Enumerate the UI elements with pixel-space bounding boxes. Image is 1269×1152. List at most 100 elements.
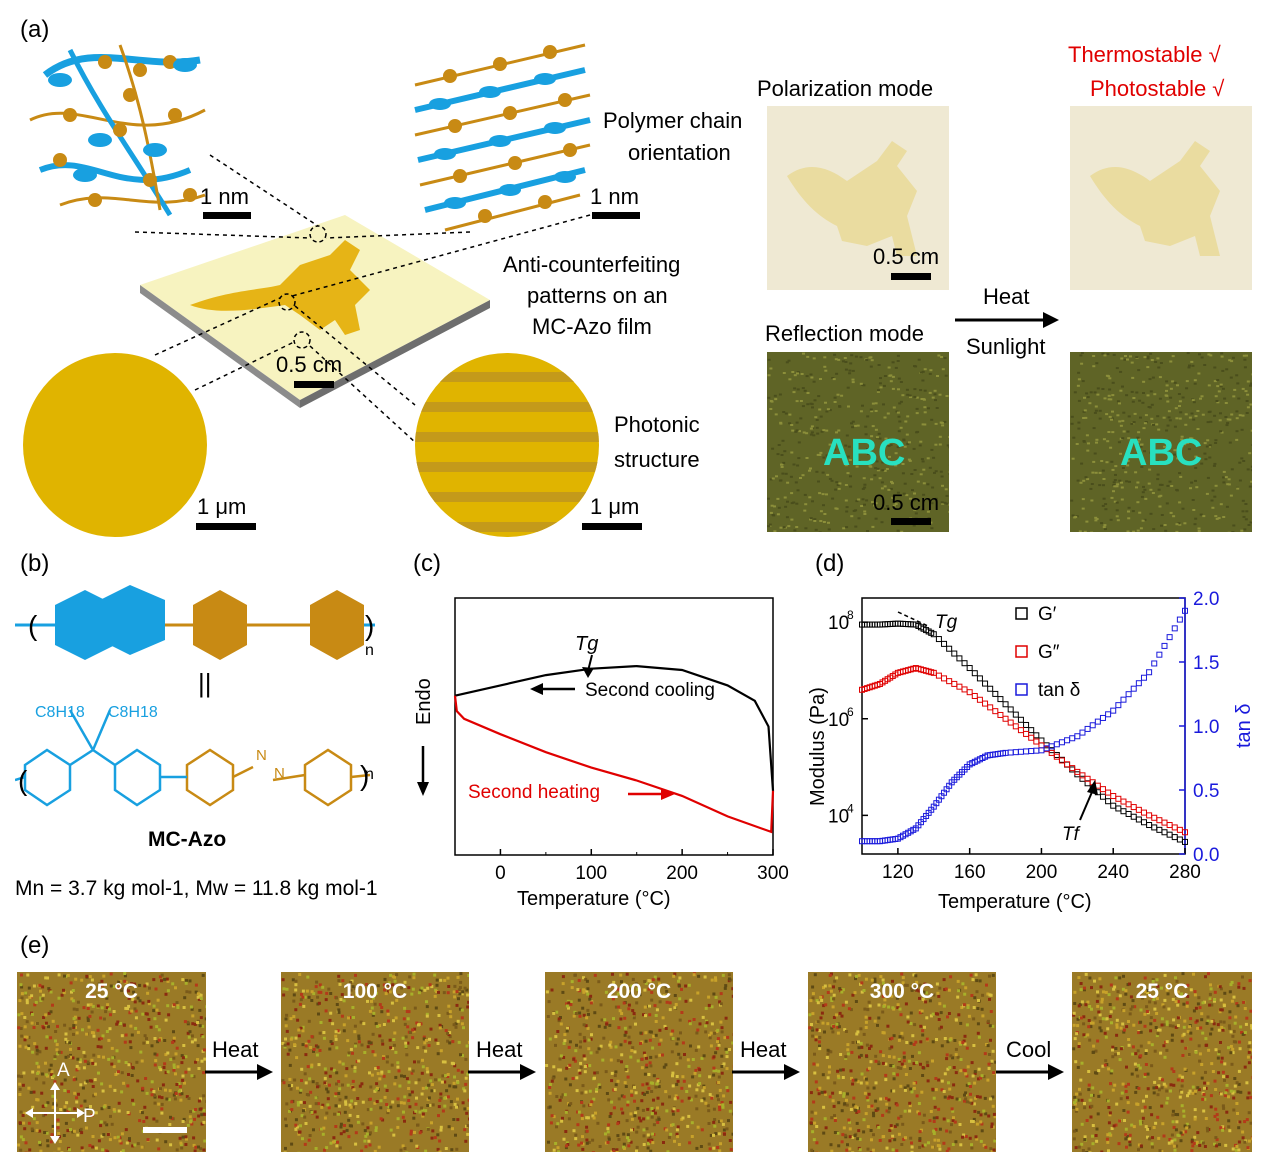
polarization-photo-after: [1070, 106, 1252, 290]
data-point-gprime: [1034, 733, 1039, 738]
pom-scale-bar: [143, 1127, 187, 1133]
pom-temp-2: 100 °C: [281, 980, 469, 1004]
crossed-polarizers-icon: [25, 1082, 85, 1144]
data-point-gprime: [983, 681, 988, 686]
heat-sunlight-arrow: [955, 310, 1060, 330]
data-point-tandelta: [1085, 726, 1090, 731]
data-point-gdoubleprime: [1116, 796, 1121, 801]
data-point-gdoubleprime: [1100, 787, 1105, 792]
scale-bar-nm-left: [203, 212, 251, 219]
data-point-tandelta: [1162, 643, 1167, 648]
tandelta-tick-label: 1.5: [1193, 653, 1219, 674]
scale-ref-label: 0.5 cm: [873, 490, 939, 516]
scale-film-label: 0.5 cm: [276, 352, 342, 378]
abc-text-right: ABC: [1120, 432, 1202, 475]
data-point-tandelta: [1024, 749, 1029, 754]
data-point-tandelta: [1177, 617, 1182, 622]
data-point-gprime: [947, 646, 952, 651]
pom-temp-3: 200 °C: [545, 980, 733, 1004]
data-point-gprime: [988, 686, 993, 691]
disordered-chains-illustration: [30, 45, 205, 215]
svg-text:): ): [365, 610, 374, 641]
data-point-gdoubleprime: [977, 697, 982, 702]
rheology-x-tick-label: 200: [1026, 862, 1058, 883]
data-point-tandelta: [1029, 749, 1034, 754]
modulus-tick-label: 10: [828, 806, 849, 827]
tandelta-tick-label: 0.0: [1193, 845, 1219, 866]
data-point-tandelta: [1136, 681, 1141, 686]
data-point-gprime: [967, 666, 972, 671]
data-point-gdoubleprime: [1070, 766, 1075, 771]
data-point-gdoubleprime: [947, 679, 952, 684]
data-point-gdoubleprime: [972, 693, 977, 698]
rheology-legend: G′ G″ tan δ: [1016, 604, 1080, 701]
reflection-photo-after: ABC: [1070, 352, 1252, 532]
data-point-gprime: [1008, 707, 1013, 712]
modulus-tick-exponent: 8: [847, 608, 854, 622]
scale-bar-ref: [891, 518, 931, 525]
step-label-3: Heat: [740, 1037, 786, 1063]
pom-image-3: 200 °C: [545, 972, 733, 1152]
data-point-gdoubleprime: [1106, 790, 1111, 795]
pom-temp-5: 25 °C: [1072, 980, 1252, 1004]
azo-nitrogen-1: N: [256, 747, 267, 764]
photonic-label-1: Photonic: [614, 412, 700, 438]
data-point-gprime: [977, 676, 982, 681]
data-point-gdoubleprime: [988, 705, 993, 710]
modulus-tick-exponent: 6: [847, 705, 854, 719]
heat-label: Heat: [983, 284, 1029, 310]
rheology-x-axis-title: Temperature (°C): [938, 891, 1092, 913]
step-arrow-4: [996, 1062, 1066, 1082]
data-point-tandelta: [1157, 652, 1162, 657]
legend-gdoubleprime: G″: [1038, 642, 1060, 663]
polymer-chain-label-1: Polymer chain: [603, 108, 742, 134]
reflection-mode-label: Reflection mode: [765, 321, 924, 347]
data-point-gdoubleprime: [983, 701, 988, 706]
data-point-gprime: [1177, 837, 1182, 842]
data-point-gprime: [1141, 820, 1146, 825]
data-point-gprime: [942, 641, 947, 646]
data-point-tandelta: [1116, 703, 1121, 708]
legend-marker-tandelta: [1016, 684, 1027, 695]
polymer-name: MC-Azo: [148, 828, 226, 852]
tg-annotation-c: Tg: [575, 633, 598, 655]
data-point-gdoubleprime: [942, 676, 947, 681]
legend-tandelta: tan δ: [1038, 680, 1080, 701]
tandelta-axis-title: tan δ: [1233, 704, 1255, 749]
molar-mass-text: Mn = 3.7 kg mol-1, Mw = 11.8 kg mol-1: [15, 877, 378, 901]
data-point-gdoubleprime: [1024, 731, 1029, 736]
data-point-tandelta: [1167, 635, 1172, 640]
scale-bar-pol: [891, 273, 931, 280]
data-point-gdoubleprime: [1111, 794, 1116, 799]
pom-temp-1: 25 °C: [17, 980, 206, 1004]
data-point-gdoubleprime: [936, 673, 941, 678]
data-point-gprime: [957, 656, 962, 661]
modulus-tick-label: 10: [828, 613, 849, 634]
scale-um-left-label: 1 μm: [197, 494, 246, 520]
data-point-gprime: [1152, 825, 1157, 830]
abc-text-left: ABC: [823, 432, 905, 475]
step-arrow-3: [732, 1062, 802, 1082]
dsc-x-axis-title: Temperature (°C): [517, 888, 671, 910]
second-cooling-label: Second cooling: [585, 680, 715, 701]
data-point-gprime: [1126, 811, 1131, 816]
data-point-tandelta: [1147, 670, 1152, 675]
data-point-gdoubleprime: [1039, 743, 1044, 748]
data-point-tandelta: [1080, 730, 1085, 735]
repeat-n-top: n: [365, 642, 374, 660]
data-point-gdoubleprime: [993, 709, 998, 714]
tf-annotation: Tf: [1062, 824, 1081, 845]
step-arrow-1: [205, 1062, 275, 1082]
svg-text:(: (: [18, 765, 28, 796]
data-point-gprime: [1054, 752, 1059, 757]
data-point-gdoubleprime: [1141, 810, 1146, 815]
data-point-gprime: [1131, 814, 1136, 819]
data-point-gprime: [1136, 817, 1141, 822]
data-point-tandelta: [1054, 742, 1059, 747]
data-point-tandelta: [1059, 740, 1064, 745]
step-label-4: Cool: [1006, 1037, 1051, 1063]
rheology-x-tick-label: 120: [882, 862, 914, 883]
scale-um-right-label: 1 μm: [590, 494, 639, 520]
data-point-gdoubleprime: [1003, 716, 1008, 721]
